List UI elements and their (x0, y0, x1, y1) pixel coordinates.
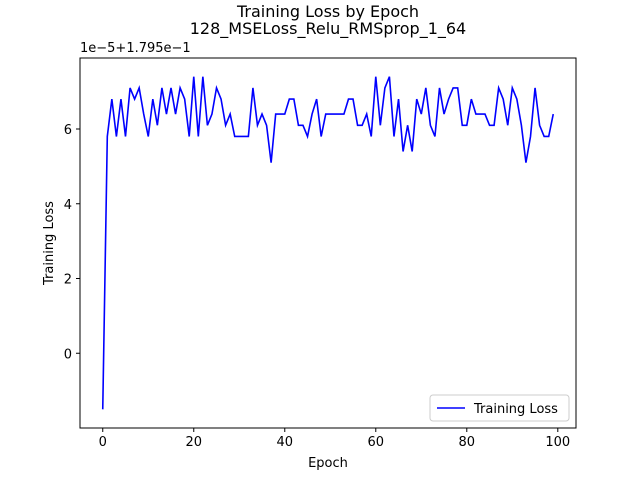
x-tick-label: 40 (276, 435, 293, 450)
training-loss-line (101, 76, 555, 410)
x-axis-ticks: 0 20 40 60 80 100 (99, 428, 570, 450)
x-axis-label: Epoch (308, 456, 348, 471)
y-axis-ticks: 0 2 4 6 (64, 123, 80, 362)
legend-box (429, 394, 570, 422)
y-tick-label: 4 (64, 198, 72, 213)
x-tick-label: 20 (185, 435, 202, 450)
x-tick-label: 0 (99, 435, 107, 450)
x-tick-label: 100 (545, 435, 570, 450)
chart-subtitle: 128_MSELoss_Relu_RMSprop_1_64 (190, 19, 466, 39)
plot-area (79, 57, 577, 429)
legend: Training Loss (429, 394, 570, 422)
y-offset-label: 1e−5+1.795e−1 (80, 41, 191, 56)
x-tick-label: 80 (459, 435, 476, 450)
chart-title: Training Loss by Epoch (236, 2, 419, 21)
x-tick-label: 60 (368, 435, 385, 450)
y-axis-label: Training Loss (42, 201, 57, 286)
legend-label: Training Loss (473, 402, 558, 417)
y-tick-label: 6 (64, 123, 72, 138)
y-tick-label: 0 (64, 347, 72, 362)
y-tick-label: 2 (64, 273, 72, 288)
